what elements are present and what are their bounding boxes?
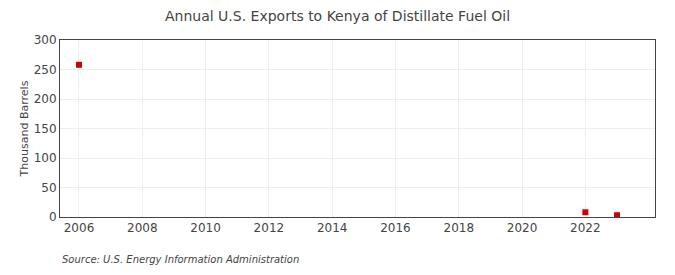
svg-text:Thousand Barrels: Thousand Barrels — [18, 80, 31, 177]
svg-text:50: 50 — [41, 181, 56, 195]
svg-text:2014: 2014 — [317, 221, 348, 235]
svg-text:100: 100 — [34, 151, 57, 165]
svg-text:150: 150 — [34, 122, 57, 136]
svg-text:200: 200 — [34, 92, 57, 106]
svg-text:0: 0 — [49, 210, 57, 224]
svg-text:2012: 2012 — [254, 221, 285, 235]
svg-text:2008: 2008 — [127, 221, 158, 235]
svg-text:250: 250 — [34, 63, 57, 77]
svg-text:2022: 2022 — [570, 221, 601, 235]
svg-text:2018: 2018 — [444, 221, 475, 235]
svg-text:300: 300 — [34, 33, 57, 47]
svg-text:Source: U.S. Energy Informatio: Source: U.S. Energy Information Administ… — [62, 254, 299, 265]
svg-text:2016: 2016 — [380, 221, 411, 235]
svg-text:Annual U.S. Exports to Kenya o: Annual U.S. Exports to Kenya of Distilla… — [165, 8, 510, 24]
svg-text:2006: 2006 — [64, 221, 95, 235]
svg-text:2020: 2020 — [507, 221, 538, 235]
svg-text:2010: 2010 — [190, 221, 221, 235]
